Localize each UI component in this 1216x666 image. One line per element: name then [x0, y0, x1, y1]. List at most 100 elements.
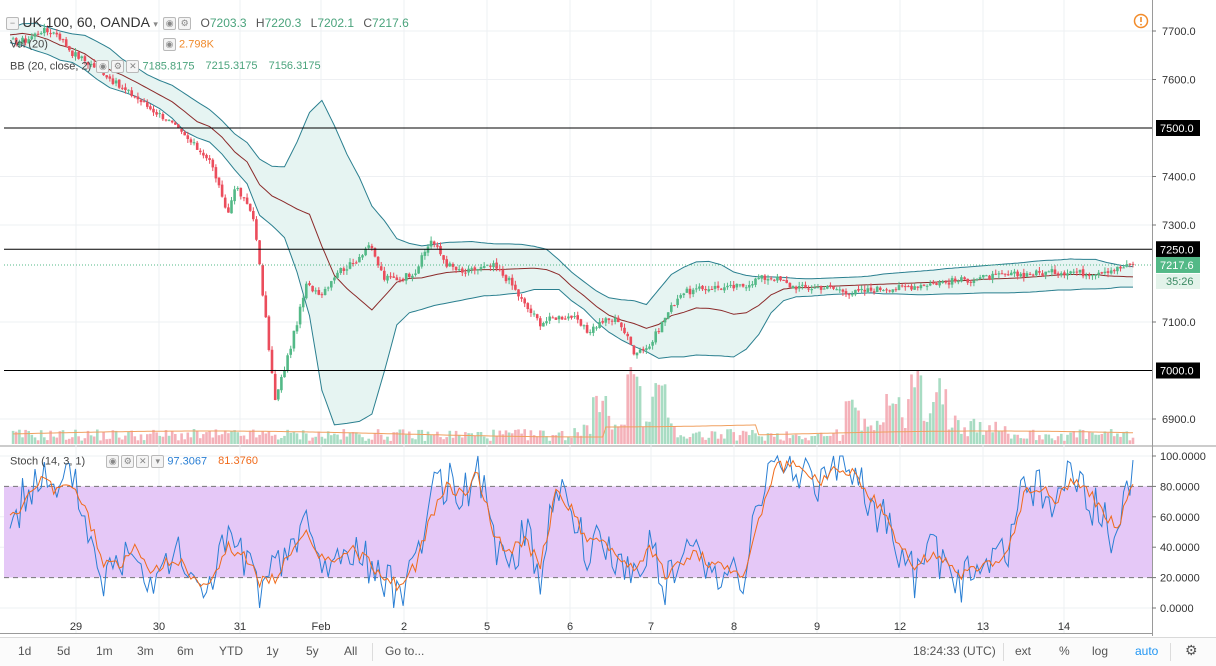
volume-bar: [754, 433, 757, 444]
volume-bar: [595, 395, 598, 444]
candle-body: [270, 349, 274, 374]
volume-bar: [233, 430, 236, 444]
candle-body: [560, 316, 564, 320]
stoch-d-value: 81.3760: [218, 455, 258, 468]
volume-bar: [900, 417, 904, 444]
candle-body: [1075, 271, 1079, 273]
volume-label[interactable]: Vol (20): [10, 38, 48, 51]
candle-body: [283, 370, 286, 378]
volume-bar: [1122, 431, 1125, 444]
goto-button[interactable]: Go to...: [385, 644, 425, 658]
low-label: L: [310, 16, 318, 30]
volume-bar: [333, 433, 336, 444]
candle-body: [105, 75, 108, 78]
candle-body: [89, 64, 93, 66]
visibility-icon[interactable]: ◉: [106, 455, 120, 468]
warning-icon[interactable]: [1133, 13, 1149, 29]
visibility-icon[interactable]: ◉: [162, 38, 176, 51]
volume-bar: [797, 436, 801, 444]
close-icon[interactable]: ✕: [136, 455, 150, 468]
close-icon[interactable]: ✕: [126, 60, 140, 73]
volume-bar: [423, 440, 427, 444]
bb-label[interactable]: BB (20, close, 2): [10, 60, 92, 73]
range-all[interactable]: All: [344, 644, 358, 658]
candle-body: [1025, 273, 1029, 277]
volume-bar: [186, 432, 190, 444]
volume-bar: [629, 367, 633, 444]
price-axis[interactable]: 7700.0 7600.0 7500.0 7400.0 7300.0 7250.0 7217…: [1152, 26, 1200, 426]
auto-toggle[interactable]: auto: [1135, 644, 1159, 658]
volume-bar: [383, 439, 386, 444]
volume-bar: [548, 440, 551, 444]
horizontal-levels[interactable]: [4, 127, 1152, 371]
collapse-icon[interactable]: −: [6, 17, 19, 31]
candle-body: [947, 282, 951, 285]
ext-toggle[interactable]: ext: [1015, 644, 1032, 658]
range-3m[interactable]: 3m: [137, 644, 154, 658]
candle-body: [763, 275, 767, 280]
candle-body: [264, 295, 268, 318]
volume-bar: [245, 439, 249, 444]
candle-body: [695, 288, 698, 290]
range-ytd[interactable]: YTD: [219, 644, 243, 658]
candle-body: [205, 154, 208, 159]
candle-body: [1000, 273, 1004, 275]
visibility-icon[interactable]: ◉: [163, 17, 177, 31]
candle-body: [361, 255, 364, 258]
range-1y[interactable]: 1y: [266, 644, 279, 658]
candle-body: [267, 316, 271, 350]
candle-body: [139, 99, 143, 103]
candle-body: [498, 269, 502, 271]
volume-bar: [807, 440, 810, 444]
candle-body: [242, 197, 246, 199]
candle-body: [835, 289, 838, 291]
candle-body: [744, 287, 748, 289]
time-axis[interactable]: 29 30 31 Feb 2 5 6 7 8 9 12 13 14: [70, 621, 1070, 633]
gear-icon[interactable]: ⚙: [1185, 642, 1198, 658]
volume-bar: [379, 434, 383, 444]
volume-bar: [978, 422, 982, 444]
log-toggle[interactable]: log: [1092, 644, 1109, 658]
percent-toggle[interactable]: %: [1059, 644, 1070, 658]
volume-bar: [479, 432, 483, 444]
volume-bar: [879, 424, 882, 444]
volume-bar: [1097, 434, 1100, 444]
range-6m[interactable]: 6m: [177, 644, 194, 658]
volume-bar: [701, 437, 704, 444]
candle-body: [336, 272, 339, 278]
settings-icon[interactable]: ⚙: [111, 60, 125, 73]
volume-bar: [1088, 432, 1091, 444]
stoch-label[interactable]: Stoch (14, 3, 1): [10, 455, 86, 468]
candle-body: [913, 286, 916, 290]
range-1m[interactable]: 1m: [96, 644, 113, 658]
ohlc-values: O7203.3 H7220.3 L7202.1 C7217.6: [195, 16, 409, 30]
volume-bar: [779, 439, 782, 444]
candle-body: [520, 297, 523, 299]
candle-body: [454, 266, 458, 270]
candle-body: [501, 269, 505, 276]
volume-bar: [632, 374, 636, 444]
settings-icon[interactable]: ⚙: [121, 455, 135, 468]
candle-body: [1088, 274, 1091, 277]
volume-bar: [1072, 431, 1075, 444]
stochastic-axis[interactable]: 100.0000 80.0000 60.0000 40.0000 20.0000 0.00…: [1152, 451, 1206, 615]
symbol-title[interactable]: UK 100, 60, OANDA: [22, 14, 150, 30]
volume-bar: [838, 440, 842, 444]
candle-body: [638, 349, 642, 353]
candle-body: [539, 318, 542, 327]
more-icon[interactable]: ▾: [151, 455, 165, 468]
candle-body: [988, 275, 991, 280]
candle-body: [776, 276, 779, 281]
volume-bar: [729, 429, 732, 444]
range-5y[interactable]: 5y: [306, 644, 319, 658]
chevron-down-icon[interactable]: ▾: [153, 19, 158, 29]
candle-body: [80, 56, 83, 59]
visibility-icon[interactable]: ◉: [96, 60, 110, 73]
candle-body: [301, 297, 305, 308]
settings-icon[interactable]: ⚙: [178, 17, 192, 31]
range-5d[interactable]: 5d: [57, 644, 71, 658]
range-1d[interactable]: 1d: [18, 644, 32, 658]
candle-body: [333, 277, 336, 281]
volume-bar: [142, 440, 146, 444]
